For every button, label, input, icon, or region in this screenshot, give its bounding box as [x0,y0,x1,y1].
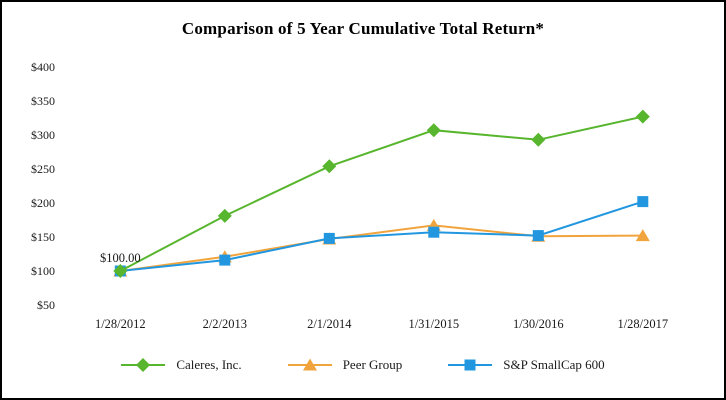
y-tick-label: $300 [31,128,55,142]
x-tick-label: 1/30/2016 [513,317,564,331]
legend-label: S&P SmallCap 600 [503,357,605,372]
x-tick-label: 1/28/2017 [617,317,668,331]
y-tick-label: $350 [31,94,55,108]
legend-item-caleres-inc: Caleres, Inc. [121,357,242,373]
data-point-s-p-smallcap-600 [323,232,335,244]
x-tick-label: 1/28/2012 [95,317,146,331]
legend-marker-square-icon [448,359,493,371]
data-point-s-p-smallcap-600 [428,226,440,238]
x-tick-label: 1/31/2015 [408,317,459,331]
data-point-peer-group [635,229,650,242]
data-point-s-p-smallcap-600 [637,196,649,208]
legend-item-s-p-smallcap-600: S&P SmallCap 600 [448,357,605,373]
series-line-s-p-smallcap-600 [120,200,644,272]
legend-label: Caleres, Inc. [176,357,242,372]
series-line-caleres-inc [119,115,644,272]
y-tick-label: $250 [31,162,55,176]
x-tick-label: 2/1/2014 [307,317,352,331]
legend-item-peer-group: Peer Group [287,357,403,373]
data-point-caleres-inc [531,132,546,147]
data-point-caleres-inc [217,208,232,223]
y-tick-label: $100 [31,264,55,278]
data-point-caleres-inc [322,159,337,174]
series-line-peer-group [120,224,643,272]
data-point-caleres-inc [113,264,128,278]
x-tick-label: 2/2/2013 [203,317,247,331]
legend-marker-diamond-icon [121,358,166,372]
data-point-s-p-smallcap-600 [219,254,231,266]
legend-marker-diamond [136,358,151,372]
y-tick-label: $50 [37,298,55,312]
legend-marker-triangle-icon [287,358,332,371]
y-tick-label: $150 [31,230,55,244]
first-point-value-label: $100.00 [100,251,141,265]
y-tick-label: $200 [31,196,55,210]
data-point-caleres-inc [635,109,650,124]
chart-legend: Caleres, Inc. Peer Group S&P SmallCap 60… [2,353,724,377]
legend-marker-square [464,359,476,371]
data-point-s-p-smallcap-600 [532,230,544,242]
data-point-caleres-inc [426,123,441,138]
chart-title: Comparison of 5 Year Cumulative Total Re… [181,19,545,38]
legend-marker-triangle [302,358,317,371]
y-tick-label: $400 [31,60,55,74]
legend-label: Peer Group [342,357,403,372]
